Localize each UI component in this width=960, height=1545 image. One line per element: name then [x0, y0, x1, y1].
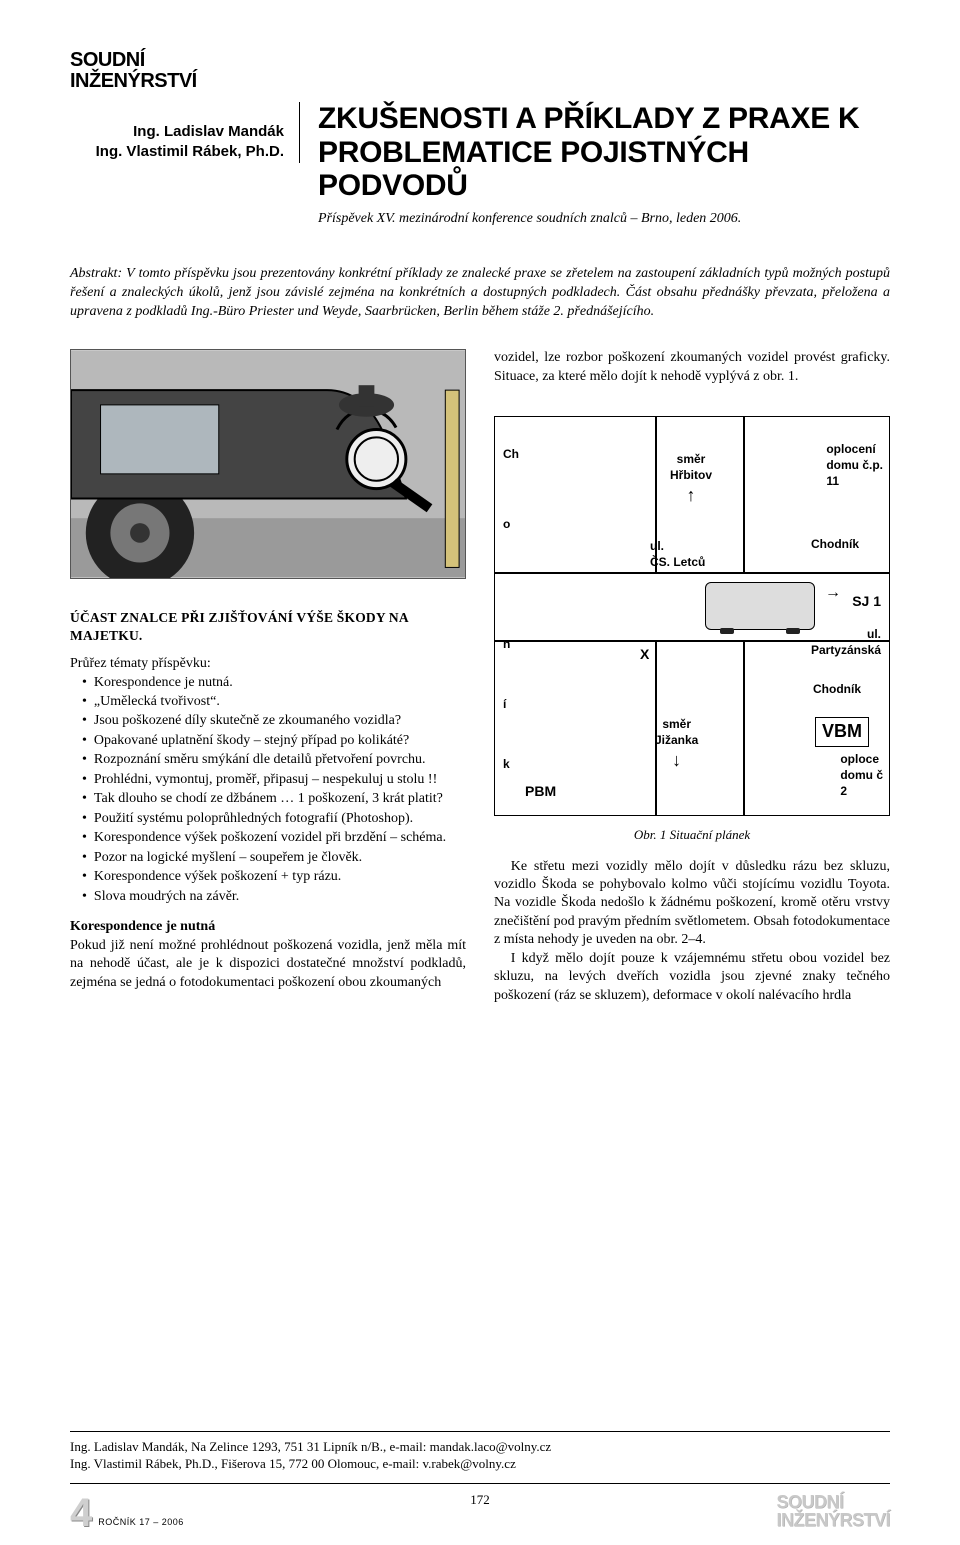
issue-text: ROČNÍK 17 – 2006 [98, 1517, 184, 1529]
right-body-p2: I když mělo dojít pouze k vzájemnému stř… [494, 950, 890, 1005]
masthead-line1: SOUDNÍ [70, 50, 890, 71]
bullet-item: „Umělecká tvořivost“. [82, 693, 466, 711]
header-row: Ing. Ladislav Mandák Ing. Vlastimil Rábe… [70, 102, 890, 227]
diagram-label-oploceni-top: oplocení domu č.p. 11 [826, 442, 883, 489]
illustration-detective [70, 349, 466, 579]
article-subtitle: Příspěvek XV. mezinárodní konference sou… [318, 211, 890, 227]
diagram-label-chodnik-mid: Chodník [813, 682, 861, 698]
themes-label: Průřez tématy příspěvku: [70, 655, 466, 673]
diagram-label-smer-jizanka: směr Jižanka↓ [655, 717, 698, 772]
bullet-item: Tak dlouho se chodí ze džbánem … 1 poško… [82, 790, 466, 808]
footer-logo: SOUDNÍ INŽENÝRSTVÍ [776, 1493, 890, 1529]
affiliation-2: Ing. Vlastimil Rábek, Ph.D., Fišerova 15… [70, 1455, 890, 1473]
issue-number: 4 [70, 1497, 92, 1529]
affiliation-1: Ing. Ladislav Mandák, Na Zelince 1293, 7… [70, 1438, 890, 1456]
bullet-item: Pozor na logické myšlení – soupeřem je č… [82, 849, 466, 867]
diagram-label-pbm: PBM [525, 782, 556, 800]
masthead-line2: INŽENÝRSTVÍ [70, 71, 890, 92]
bullet-item: Prohlédni, vymontuj, proměř, připasuj – … [82, 771, 466, 789]
bullet-item: Korespondence výšek poškození + typ rázu… [82, 868, 466, 886]
abstract: Abstrakt: V tomto příspěvku jsou prezent… [70, 265, 890, 322]
detective-car-svg [71, 350, 465, 578]
title-box: ZKUŠENOSTI A PŘÍKLADY Z PRAXE K PROBLEMA… [300, 102, 890, 227]
bullet-item: Rozpoznání směru smýkání dle detailů pře… [82, 751, 466, 769]
diagram-label-smer-hrbitov: směr Hřbitov↑ [670, 452, 712, 507]
bullet-item: Slova moudrých na závěr. [82, 888, 466, 906]
diagram-label-sj1: SJ 1 [852, 592, 881, 610]
article-title: ZKUŠENOSTI A PŘÍKLADY Z PRAXE K PROBLEMA… [318, 102, 890, 203]
paragraph-body: Pokud již není možné prohlédnout poškoze… [70, 937, 466, 992]
diagram-label-ul-partyzanska: ul. Partyzánská [811, 627, 881, 659]
two-column-body: ÚČAST ZNALCE PŘI ZJIŠŤOVÁNÍ VÝŠE ŠKODY N… [70, 349, 890, 1005]
author-1: Ing. Ladislav Mandák [70, 122, 284, 142]
paragraph-heading: Korespondence je nutná [70, 918, 466, 936]
left-column: ÚČAST ZNALCE PŘI ZJIŠŤOVÁNÍ VÝŠE ŠKODY N… [70, 349, 466, 1005]
bullet-item: Použití systému poloprůhledných fotograf… [82, 810, 466, 828]
diagram-label-chodnik-top: Chodník [811, 537, 859, 553]
masthead-logo: SOUDNÍ INŽENÝRSTVÍ [70, 50, 890, 92]
arrow-right-icon: → [825, 582, 841, 603]
page-number: 172 [470, 1492, 490, 1508]
situation-diagram: Ch o d n í k směr Hřbitov↑ ul. ČS. Letců… [494, 416, 890, 816]
bullet-list: Korespondence je nutná. „Umělecká tvořiv… [70, 674, 466, 907]
diagram-label-oploceni-bot: oploce domu č 2 [840, 752, 883, 799]
issue-mark: 4 ROČNÍK 17 – 2006 [70, 1497, 184, 1529]
right-body-p1: Ke střetu mezi vozidly mělo dojít v důsl… [494, 858, 890, 950]
diagram-label-x: X [640, 645, 649, 663]
figure-caption: Obr. 1 Situační plánek [494, 826, 890, 843]
author-2: Ing. Vlastimil Rábek, Ph.D. [70, 142, 284, 162]
bullet-item: Korespondence je nutná. [82, 674, 466, 692]
footer-bar: 172 4 ROČNÍK 17 – 2006 SOUDNÍ INŽENÝRSTV… [70, 1483, 890, 1527]
bullet-item: Korespondence výšek poškození vozidel př… [82, 829, 466, 847]
diagram-car [705, 582, 815, 630]
footer-affiliations: Ing. Ladislav Mandák, Na Zelince 1293, 7… [70, 1431, 890, 1473]
authors-box: Ing. Ladislav Mandák Ing. Vlastimil Rábe… [70, 102, 300, 163]
bullet-item: Opakované uplatnění škody – stejný přípa… [82, 732, 466, 750]
right-intro-text: vozidel, lze rozbor poškození zkoumaných… [494, 349, 890, 386]
diagram-label-vbm: VBM [815, 717, 869, 747]
right-column: vozidel, lze rozbor poškození zkoumaných… [494, 349, 890, 1005]
section-heading: ÚČAST ZNALCE PŘI ZJIŠŤOVÁNÍ VÝŠE ŠKODY N… [70, 609, 466, 645]
diagram-label-ul-letcu: ul. ČS. Letců [650, 539, 705, 571]
bullet-item: Jsou poškozené díly skutečně ze zkoumané… [82, 712, 466, 730]
